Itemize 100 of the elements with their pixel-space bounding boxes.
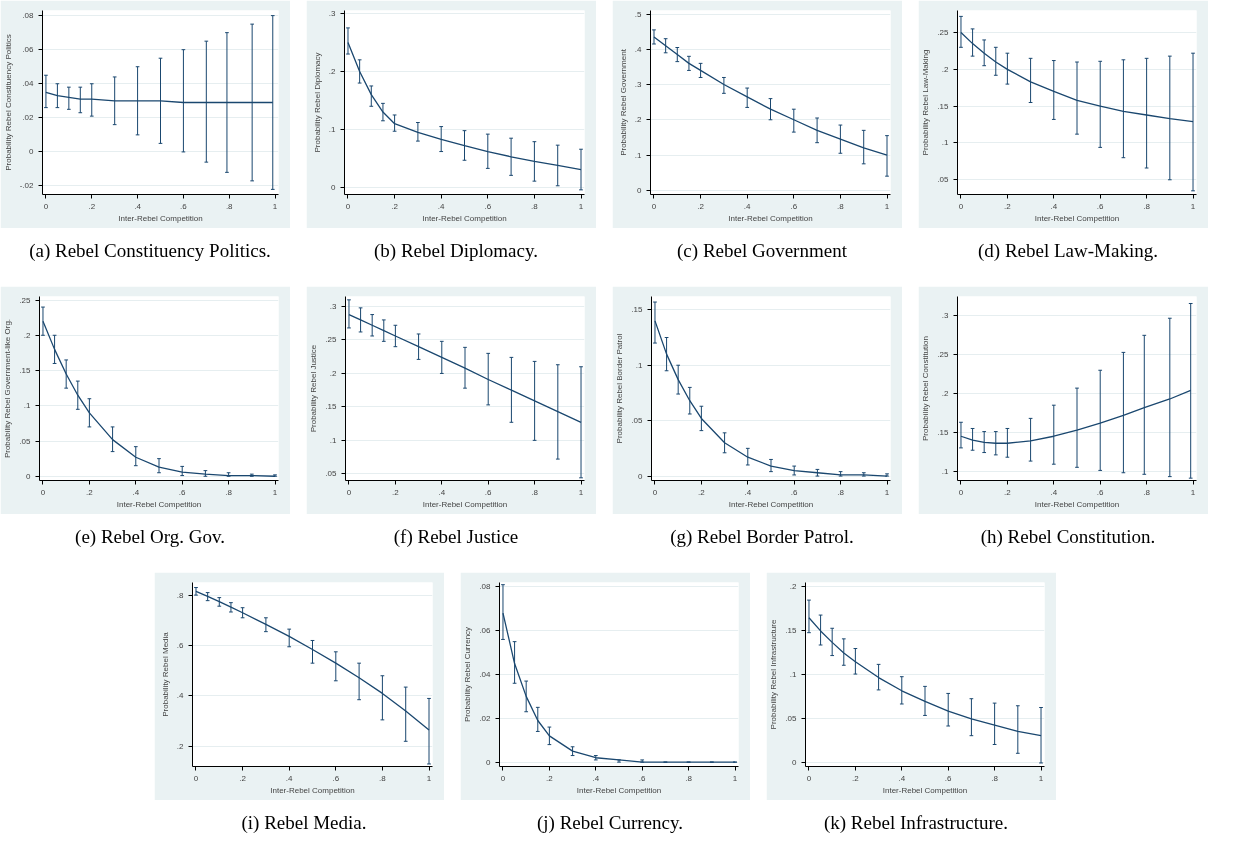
x-axis-title: Inter-Rebel Competition xyxy=(422,213,507,223)
x-tick-label: 1 xyxy=(578,487,584,497)
x-axis-title: Inter-Rebel Competition xyxy=(422,499,508,509)
x-tick-label: 0 xyxy=(652,487,658,497)
text: (e) Rebel Org. Gov. xyxy=(75,525,225,549)
y-tick-label: 0 xyxy=(637,185,643,195)
y-tick-label: .3 xyxy=(328,8,337,18)
x-tick-label: .4 xyxy=(1050,201,1058,211)
x-tick-label: .2 xyxy=(239,773,247,783)
y-tick-label: .25 xyxy=(325,335,338,345)
x-tick-label: .2 xyxy=(88,201,96,211)
y-tick-label: .15 xyxy=(325,402,338,412)
x-axis-title: Inter-Rebel Competition xyxy=(1034,213,1120,223)
y-tick-label: .2 xyxy=(176,741,185,751)
x-tick-label: 0 xyxy=(806,773,812,783)
x-tick-label: .4 xyxy=(592,773,600,783)
x-tick-label: .2 xyxy=(546,773,554,783)
x-axis-title: Inter-Rebel Competition xyxy=(728,499,814,509)
x-axis-title: Inter-Rebel Competition xyxy=(1034,499,1120,509)
x-tick-label: .2 xyxy=(391,201,399,211)
y-axis-title: Probability Rebel Media xyxy=(160,631,170,717)
y-tick-label: 0 xyxy=(486,757,492,767)
y-tick-label: .04 xyxy=(479,670,492,679)
y-tick-label: .15 xyxy=(631,305,644,315)
x-tick-label: 1 xyxy=(1190,487,1196,497)
x-tick-label: 0 xyxy=(193,773,199,783)
x-tick-label: .2 xyxy=(392,487,400,497)
x-tick-label: .2 xyxy=(1004,487,1012,497)
x-tick-label: .8 xyxy=(991,773,999,783)
y-tick-label: 0 xyxy=(638,471,644,481)
text: (d) Rebel Law-Making. xyxy=(978,239,1158,263)
y-axis-title: Probability Rebel Law-Making xyxy=(921,49,931,156)
x-tick-label: .4 xyxy=(285,773,294,783)
y-tick-label: .02 xyxy=(22,113,35,123)
y-tick-label: .4 xyxy=(176,691,185,701)
text: (c) Rebel Government xyxy=(677,239,847,263)
y-tick-label: .2 xyxy=(941,389,950,399)
y-tick-label: .5 xyxy=(634,9,643,19)
x-tick-label: 1 xyxy=(578,201,584,211)
x-tick-label: .4 xyxy=(743,201,752,211)
x-tick-label: 1 xyxy=(1038,773,1044,783)
y-axis-title: Probability Rebel Border Patrol xyxy=(615,333,625,444)
text: (f) Rebel Justice xyxy=(393,525,519,549)
y-axis-title: Probability Rebel Constituency Politics xyxy=(3,34,13,171)
y-tick-label: .08 xyxy=(479,582,492,592)
y-tick-label: .05 xyxy=(785,714,798,724)
x-tick-label: .8 xyxy=(1143,201,1151,211)
text: (a) Rebel Constituency Politics. xyxy=(29,239,271,263)
x-tick-label: .8 xyxy=(837,487,845,497)
x-tick-label: 0 xyxy=(958,487,964,497)
x-tick-label: .2 xyxy=(697,201,705,211)
y-tick-label: .1 xyxy=(634,150,643,160)
x-axis-title: Inter-Rebel Competition xyxy=(728,213,813,223)
x-axis-title: Inter-Rebel Competition xyxy=(118,213,203,223)
x-tick-label: .4 xyxy=(134,201,142,211)
y-tick-label: .1 xyxy=(941,138,950,148)
x-tick-label: .8 xyxy=(225,487,233,497)
y-tick-label: .15 xyxy=(19,366,32,376)
x-tick-label: .4 xyxy=(898,773,906,783)
y-axis-title: Probability Rebel Diplomacy xyxy=(312,52,322,153)
x-tick-label: .2 xyxy=(1004,201,1012,211)
y-tick-label: .05 xyxy=(631,416,644,426)
x-tick-label: 1 xyxy=(272,487,278,497)
y-tick-label: .1 xyxy=(789,670,798,680)
x-axis-title: Inter-Rebel Competition xyxy=(882,785,968,795)
x-tick-label: 0 xyxy=(958,201,964,211)
y-tick-label: .1 xyxy=(329,435,338,445)
x-tick-label: 0 xyxy=(40,487,46,497)
y-tick-label: 0 xyxy=(792,758,798,768)
y-tick-label: .15 xyxy=(937,101,950,111)
x-tick-label: .8 xyxy=(837,201,845,211)
x-tick-label: .4 xyxy=(744,487,752,497)
y-tick-label: .15 xyxy=(937,427,950,437)
y-tick-label: .15 xyxy=(785,626,798,636)
x-tick-label: .4 xyxy=(132,487,140,497)
y-tick-label: 0 xyxy=(331,183,337,193)
y-tick-label: 0 xyxy=(26,471,32,481)
x-tick-label: .8 xyxy=(1143,487,1151,497)
y-tick-label: .2 xyxy=(941,64,950,74)
x-tick-label: .2 xyxy=(86,487,94,497)
y-tick-label: .25 xyxy=(937,350,950,360)
x-tick-label: 0 xyxy=(651,201,657,211)
y-tick-label: .06 xyxy=(22,45,35,55)
y-tick-label: .08 xyxy=(22,11,35,21)
y-tick-label: .2 xyxy=(329,368,338,378)
x-tick-label: .6 xyxy=(1096,201,1105,211)
x-axis-title: Inter-Rebel Competition xyxy=(270,785,355,795)
y-tick-label: .25 xyxy=(19,295,32,305)
y-axis-title: Probability Rebel Government-like Org. xyxy=(3,318,13,459)
y-tick-label: .1 xyxy=(328,124,337,134)
x-tick-label: 1 xyxy=(732,773,738,783)
x-tick-label: .8 xyxy=(531,201,539,211)
y-tick-label: .25 xyxy=(937,28,950,38)
x-tick-label: .4 xyxy=(437,201,446,211)
text: (b) Rebel Diplomacy. xyxy=(374,239,538,263)
x-tick-label: 1 xyxy=(884,201,890,211)
x-tick-label: .8 xyxy=(379,773,387,783)
x-tick-label: .4 xyxy=(1050,487,1058,497)
y-tick-label: .1 xyxy=(23,401,32,411)
x-tick-label: 0 xyxy=(345,201,351,211)
